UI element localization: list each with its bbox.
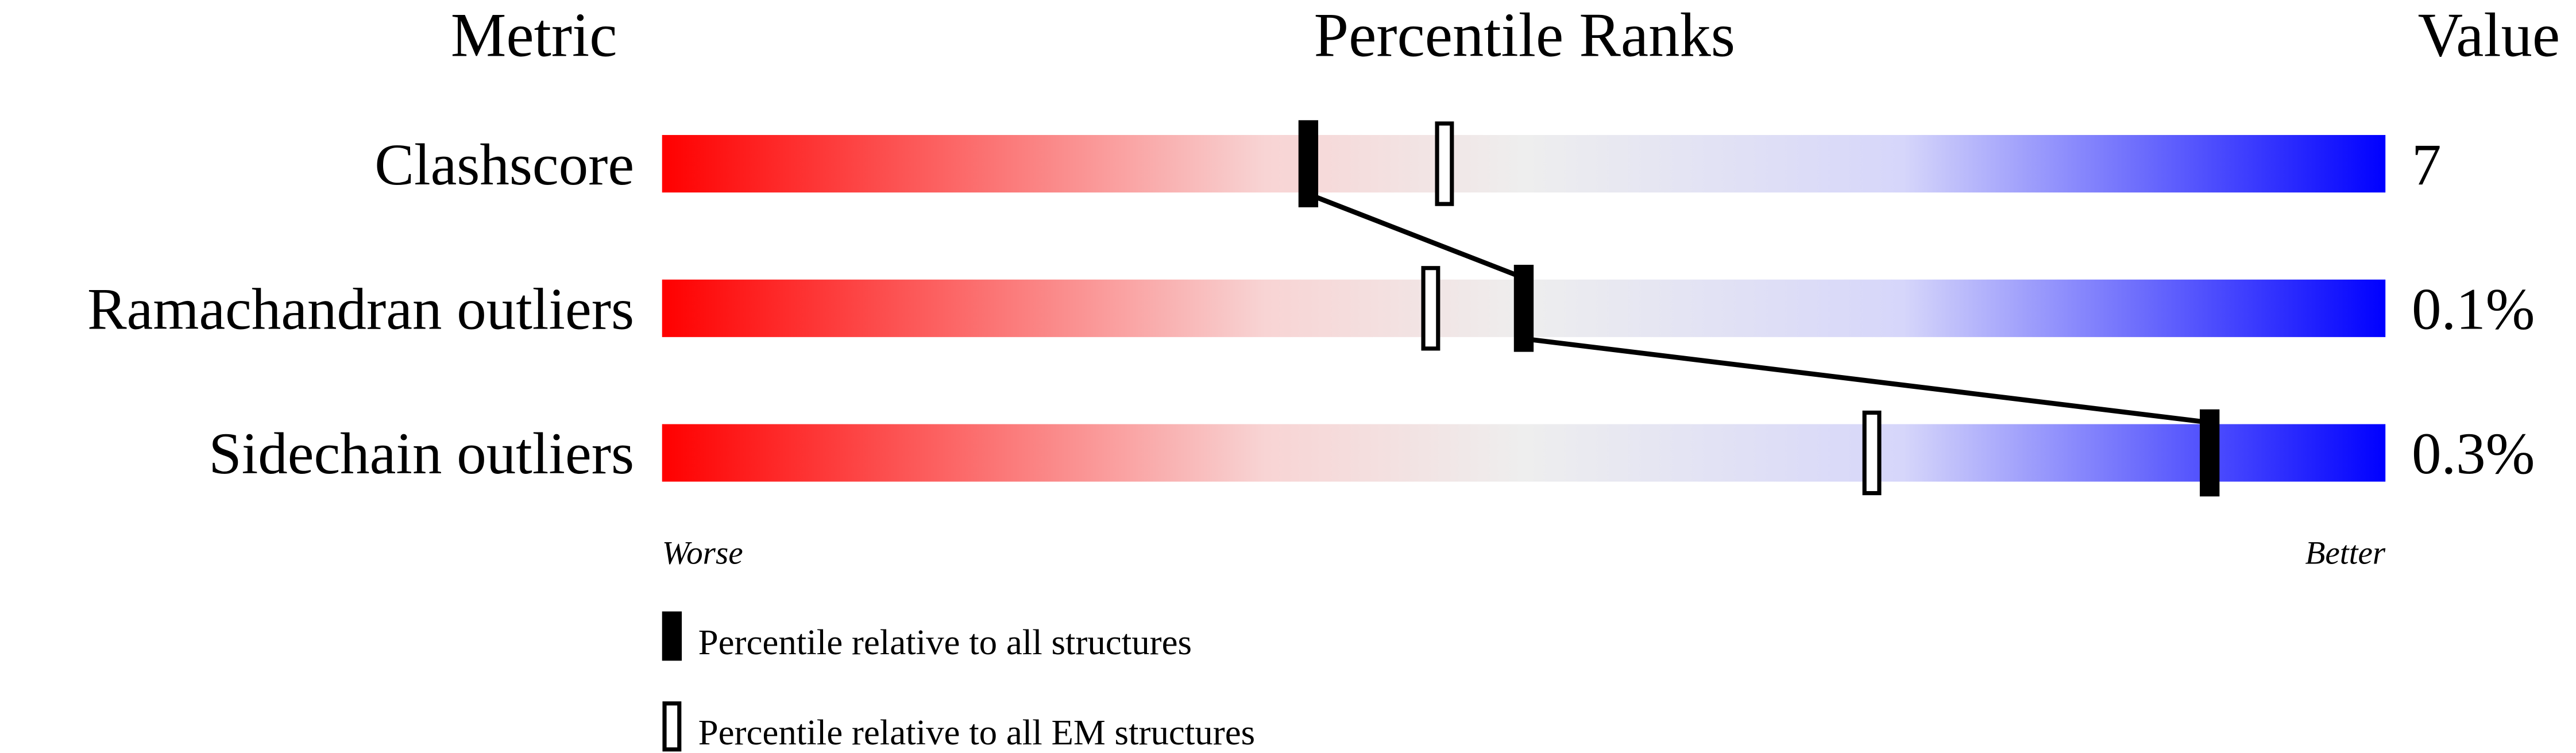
metric-value: 7	[2412, 132, 2441, 198]
legend-marker-all	[662, 611, 682, 661]
axis-label-worse: Worse	[662, 535, 743, 571]
percentile-bar	[662, 135, 2386, 193]
axis-label-better: Better	[2305, 535, 2385, 571]
header-metric: Metric	[451, 1, 617, 70]
percentile-bar	[662, 424, 2386, 482]
marker-em-structures	[1435, 121, 1454, 206]
metric-value: 0.3%	[2412, 421, 2535, 486]
legend-marker-em	[662, 701, 682, 752]
metric-value: 0.1%	[2412, 277, 2535, 342]
marker-em-structures	[1421, 266, 1440, 351]
marker-em-structures	[1862, 410, 1882, 496]
metric-label: Ramachandran outliers	[87, 277, 634, 342]
header-percentile-ranks: Percentile Ranks	[1314, 1, 1735, 70]
percentile-connector	[1523, 336, 2210, 425]
legend-label-all: Percentile relative to all structures	[698, 622, 1192, 662]
marker-all-structures	[1298, 120, 1319, 207]
percentile-connector	[1307, 192, 1525, 280]
metric-label: Clashscore	[374, 132, 634, 198]
legend-label-em: Percentile relative to all EM structures	[698, 712, 1255, 752]
header-value: Value	[2418, 1, 2560, 70]
metric-label: Sidechain outliers	[208, 421, 634, 486]
